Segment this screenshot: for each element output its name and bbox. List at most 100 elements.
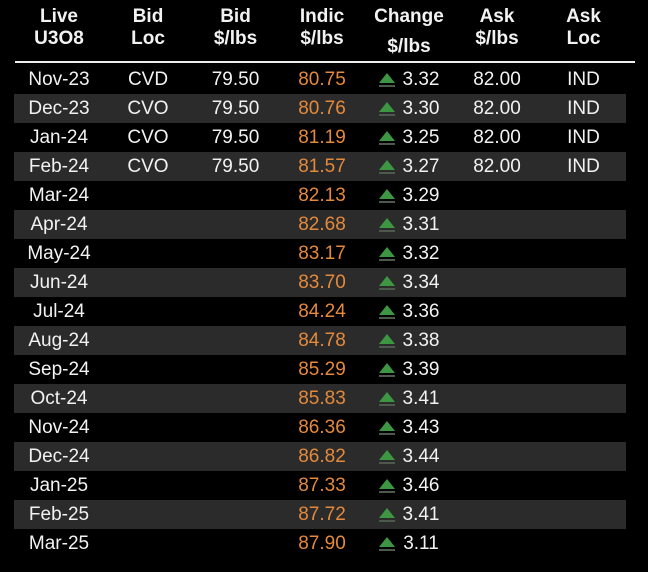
column-header-live-u3o8: Live U3O8 — [14, 6, 104, 58]
contract-month: Dec-23 — [28, 98, 90, 119]
change-cell: 3.31 — [365, 210, 453, 239]
indic-price: 82.68 — [298, 214, 346, 235]
indic-price: 82.13 — [298, 185, 346, 206]
contract-month: Dec-24 — [28, 446, 90, 467]
change-cell: 3.41 — [365, 500, 453, 529]
bid-price: 79.50 — [211, 69, 260, 90]
column-header-change: Change $/lbs — [365, 6, 453, 58]
change-value: 3.36 — [402, 301, 440, 322]
indic-price: 87.33 — [298, 475, 346, 496]
up-triangle-icon — [378, 275, 395, 290]
column-header-bid-loc: Bid Loc — [104, 6, 192, 58]
up-triangle-icon — [378, 449, 395, 464]
up-triangle-icon — [378, 391, 395, 406]
header-line: Loc — [566, 28, 601, 49]
header-line: Change — [374, 6, 444, 27]
change-value: 3.25 — [402, 127, 440, 148]
up-triangle-icon — [378, 507, 395, 522]
up-triangle-icon — [378, 478, 395, 493]
column-header-ask-loc: Ask Loc — [541, 6, 626, 58]
change-cell: 3.43 — [365, 413, 453, 442]
indic-price: 83.70 — [298, 272, 346, 293]
indic-price: 84.78 — [298, 330, 346, 351]
table-row[interactable]: Aug-24 84.78 3.38 — [14, 326, 626, 355]
change-value: 3.34 — [402, 272, 440, 293]
ask-price: 82.00 — [473, 98, 521, 119]
table-row[interactable]: Jun-24 83.70 3.34 — [14, 268, 626, 297]
up-triangle-icon — [378, 362, 395, 377]
up-triangle-icon — [378, 246, 395, 261]
contract-month: May-24 — [27, 243, 91, 264]
change-value: 3.46 — [402, 475, 440, 496]
contract-month: Jan-25 — [29, 475, 89, 496]
change-cell: 3.29 — [365, 181, 453, 210]
table-body: Nov-23 CVD 79.50 80.75 3.32 82.00 IND De… — [14, 65, 626, 558]
change-value: 3.32 — [402, 243, 440, 264]
table-row[interactable]: Mar-24 82.13 3.29 — [14, 181, 626, 210]
up-triangle-icon — [379, 536, 396, 551]
table-row[interactable]: Sep-24 85.29 3.39 — [14, 355, 626, 384]
header-line: Ask — [566, 6, 601, 27]
indic-price: 83.17 — [298, 243, 346, 264]
table-row[interactable]: Mar-25 87.90 3.11 — [14, 529, 626, 558]
column-header-bid-price: Bid $/lbs — [192, 6, 279, 58]
contract-month: Aug-24 — [28, 330, 90, 351]
contract-month: Apr-24 — [30, 214, 88, 235]
change-cell: 3.44 — [365, 442, 453, 471]
change-value: 3.38 — [402, 330, 440, 351]
indic-price: 80.76 — [298, 98, 346, 119]
change-cell: 3.30 — [365, 94, 453, 123]
change-cell: 3.32 — [365, 239, 453, 268]
bid-price: 79.50 — [211, 156, 260, 177]
ask-location: IND — [567, 69, 600, 90]
table-row[interactable]: May-24 83.17 3.32 — [14, 239, 626, 268]
header-line: Ask — [479, 6, 515, 27]
bid-location: CVD — [127, 69, 169, 90]
up-triangle-icon — [378, 101, 395, 116]
column-header-indic-price: Indic $/lbs — [279, 6, 365, 58]
up-triangle-icon — [378, 130, 395, 145]
indic-price: 85.29 — [298, 359, 346, 380]
ask-price: 82.00 — [473, 156, 521, 177]
change-cell: 3.11 — [365, 529, 453, 558]
ask-price: 82.00 — [473, 69, 521, 90]
up-triangle-icon — [378, 333, 395, 348]
table-row[interactable]: Jan-25 87.33 3.46 — [14, 471, 626, 500]
contract-month: Feb-25 — [28, 504, 90, 525]
up-triangle-icon — [378, 72, 395, 87]
header-divider — [15, 61, 635, 63]
header-line: Bid — [132, 6, 164, 27]
up-triangle-icon — [378, 217, 395, 232]
table-row[interactable]: Dec-24 86.82 3.44 — [14, 442, 626, 471]
change-cell: 3.41 — [365, 384, 453, 413]
column-header-ask-price: Ask $/lbs — [453, 6, 541, 58]
table-row[interactable]: Jul-24 84.24 3.36 — [14, 297, 626, 326]
table-row[interactable]: Nov-24 86.36 3.43 — [14, 413, 626, 442]
ask-location: IND — [567, 127, 600, 148]
table-row[interactable]: Dec-23 CVO 79.50 80.76 3.30 82.00 IND — [14, 94, 626, 123]
table-row[interactable]: Feb-24 CVO 79.50 81.57 3.27 82.00 IND — [14, 152, 626, 181]
header-line: Live — [39, 6, 79, 27]
change-cell: 3.38 — [365, 326, 453, 355]
header-line: $/lbs — [475, 28, 519, 49]
change-value: 3.29 — [402, 185, 440, 206]
table-row[interactable]: Apr-24 82.68 3.31 — [14, 210, 626, 239]
table-row[interactable]: Feb-25 87.72 3.41 — [14, 500, 626, 529]
table-row[interactable]: Nov-23 CVD 79.50 80.75 3.32 82.00 IND — [14, 65, 626, 94]
contract-month: Nov-24 — [28, 417, 90, 438]
contract-month: Jun-24 — [29, 272, 89, 293]
contract-month: Mar-25 — [28, 533, 90, 554]
change-cell: 3.25 — [365, 123, 453, 152]
up-triangle-icon — [378, 159, 395, 174]
header-line: $/lbs — [213, 28, 258, 49]
contract-month: Jul-24 — [33, 301, 85, 322]
table-row[interactable]: Oct-24 85.83 3.41 — [14, 384, 626, 413]
table-row[interactable]: Jan-24 CVO 79.50 81.19 3.25 82.00 IND — [14, 123, 626, 152]
indic-price: 80.75 — [298, 69, 346, 90]
contract-month: Nov-23 — [28, 69, 90, 90]
indic-price: 87.72 — [298, 504, 346, 525]
ask-location: IND — [567, 98, 600, 119]
up-triangle-icon — [378, 420, 395, 435]
change-cell: 3.32 — [365, 65, 453, 94]
indic-price: 86.36 — [298, 417, 346, 438]
